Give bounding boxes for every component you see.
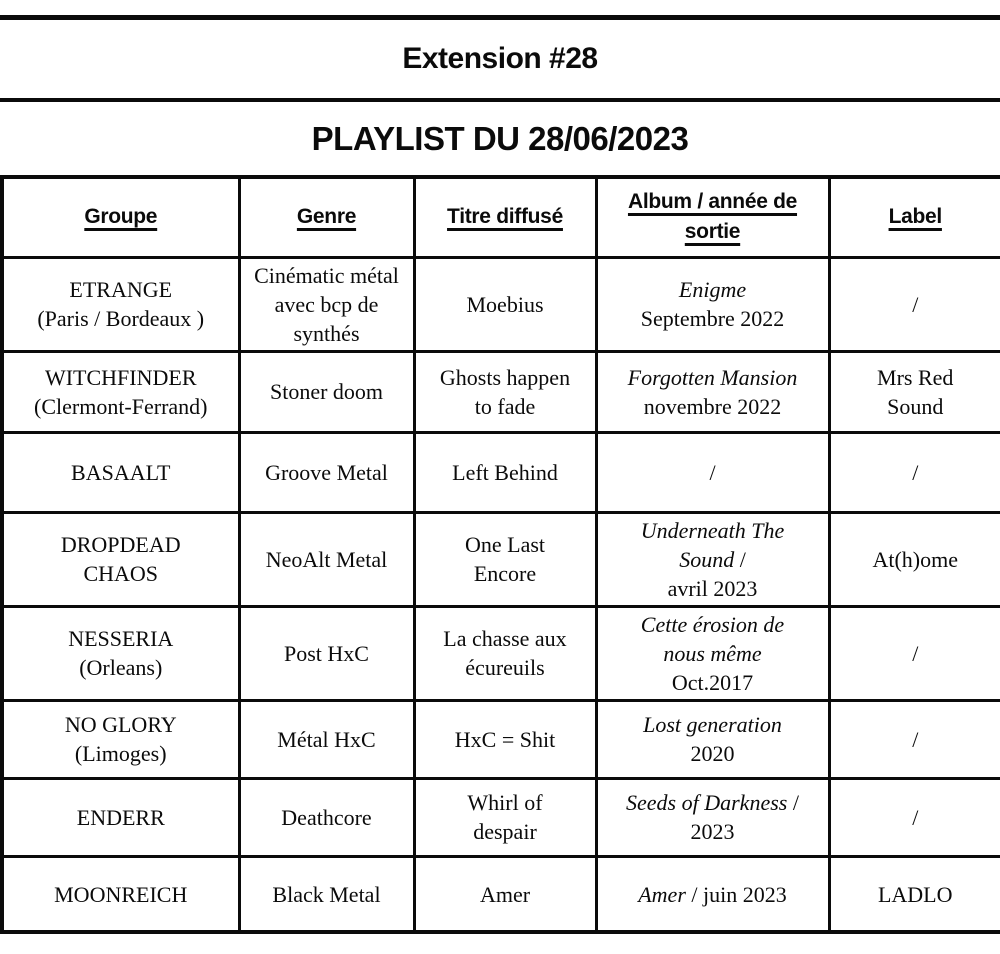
album-title-line: Enigme: [604, 275, 822, 304]
album-title: Amer: [638, 881, 686, 907]
label-cell: /: [827, 255, 1000, 353]
label-cell: At(h)ome: [827, 510, 1000, 608]
show-title: Extension #28: [402, 42, 598, 75]
album-title: Underneath The Sound: [640, 517, 785, 572]
album-title-line: Lost generation: [604, 710, 822, 739]
album-date: Oct.2017: [671, 669, 754, 695]
album-date: juin 2023: [703, 881, 787, 907]
playlist-row-witchfinder: WITCHFINDER (Clermont-Ferrand) Stoner do…: [0, 349, 1000, 434]
titre-cell: Ghosts happen to fade: [412, 349, 598, 434]
groupe-cell: BASAALT: [0, 430, 241, 514]
groupe-cell: ENDERR: [0, 776, 241, 858]
groupe-cell: DROPDEAD CHAOS: [0, 510, 241, 608]
label-cell: /: [827, 430, 1000, 514]
album-cell: Lost generation 2020: [594, 698, 831, 780]
playlist-title: PLAYLIST DU 28/06/2023: [311, 119, 689, 157]
genre-cell: Stoner doom: [237, 349, 416, 434]
album-separator: /: [734, 546, 746, 572]
album-date: /: [709, 459, 716, 485]
album-date: Septembre 2022: [640, 306, 785, 332]
playlist-row-nesseria: NESSERIA (Orleans) Post HxC La chasse au…: [0, 604, 1000, 702]
genre-cell: Post HxC: [237, 604, 416, 702]
album-title: Enigme: [678, 277, 747, 303]
titre-cell: One Last Encore: [412, 510, 598, 608]
genre-cell: Groove Metal: [237, 430, 416, 514]
album-title-line: Forgotten Mansion: [604, 363, 822, 392]
groupe-cell: MOONREICH: [0, 854, 241, 934]
titre-cell: Whirl of despair: [412, 776, 598, 858]
groupe-cell: ETRANGE (Paris / Bordeaux ): [0, 255, 241, 353]
playlist-row-no-glory: NO GLORY (Limoges) Métal HxC HxC = Shit …: [0, 698, 1000, 780]
label-cell: LADLO: [827, 854, 1000, 934]
album-date: novembre 2022: [643, 393, 782, 419]
album-cell: Seeds of Darkness /2023: [594, 776, 831, 858]
album-date: 2020: [690, 741, 735, 767]
titre-cell: Moebius: [412, 255, 598, 353]
column-header-label: Label: [827, 175, 1000, 259]
album-title-line: Underneath The Sound /: [604, 516, 822, 574]
album-title-line: Seeds of Darkness /: [604, 788, 822, 817]
playlist-table: Groupe Genre Titre diffusé Album / année…: [0, 175, 1000, 935]
column-header-genre: Genre: [237, 175, 416, 259]
column-header-album-annee: Album / année de sortie: [594, 175, 831, 259]
titre-cell: HxC = Shit: [412, 698, 598, 780]
album-date: 2023: [690, 819, 735, 845]
genre-cell: Deathcore: [237, 776, 416, 858]
playlist-row-enderr: ENDERR Deathcore Whirl of despair Seeds …: [0, 776, 1000, 858]
album-separator: /: [685, 881, 704, 907]
label-cell: /: [827, 776, 1000, 858]
album-title: Seeds of Darkness: [626, 790, 788, 816]
label-cell: Mrs Red Sound: [827, 349, 1000, 434]
playlist-row-moonreich: MOONREICH Black Metal Amer Amer / juin 2…: [0, 854, 1000, 934]
playlist-title-band: PLAYLIST DU 28/06/2023: [0, 102, 1000, 175]
groupe-cell: WITCHFINDER (Clermont-Ferrand): [0, 349, 241, 434]
label-cell: /: [827, 698, 1000, 780]
show-title-band: Extension #28: [0, 15, 1000, 102]
table-header-row: Groupe Genre Titre diffusé Album / année…: [0, 175, 1000, 259]
playlist-row-basaalt: BASAALT Groove Metal Left Behind / /: [0, 430, 1000, 514]
titre-cell: Amer: [412, 854, 598, 934]
genre-cell: Cinématic métal avec bcp de synthés: [237, 255, 416, 353]
playlist-row-etrange: ETRANGE (Paris / Bordeaux ) Cinématic mé…: [0, 255, 1000, 353]
album-title-line: Cette érosion de nous même: [604, 610, 822, 668]
album-cell: Amer / juin 2023: [594, 854, 831, 934]
genre-cell: NeoAlt Metal: [237, 510, 416, 608]
album-cell: Forgotten Mansion novembre 2022: [594, 349, 831, 434]
album-title: Lost generation: [643, 712, 782, 738]
album-title-line: Amer /: [638, 882, 703, 907]
album-cell: Enigme Septembre 2022: [594, 255, 831, 353]
album-title: Cette érosion de nous même: [640, 611, 785, 666]
genre-cell: Métal HxC: [237, 698, 416, 780]
playlist-row-dropdead-chaos: DROPDEAD CHAOS NeoAlt Metal One Last Enc…: [0, 510, 1000, 608]
column-header-groupe: Groupe: [0, 175, 241, 259]
album-date: avril 2023: [667, 575, 758, 601]
album-title: Forgotten Mansion: [627, 364, 798, 390]
groupe-cell: NO GLORY (Limoges): [0, 698, 241, 780]
column-header-titre-diffuse: Titre diffusé: [412, 175, 598, 259]
groupe-cell: NESSERIA (Orleans): [0, 604, 241, 702]
titre-cell: La chasse aux écureuils: [412, 604, 598, 702]
album-separator: /: [787, 790, 799, 816]
label-cell: /: [827, 604, 1000, 702]
genre-cell: Black Metal: [237, 854, 416, 934]
album-cell: /: [594, 430, 831, 514]
album-cell: Underneath The Sound / avril 2023: [594, 510, 831, 608]
titre-cell: Left Behind: [412, 430, 598, 514]
album-cell: Cette érosion de nous même Oct.2017: [594, 604, 831, 702]
